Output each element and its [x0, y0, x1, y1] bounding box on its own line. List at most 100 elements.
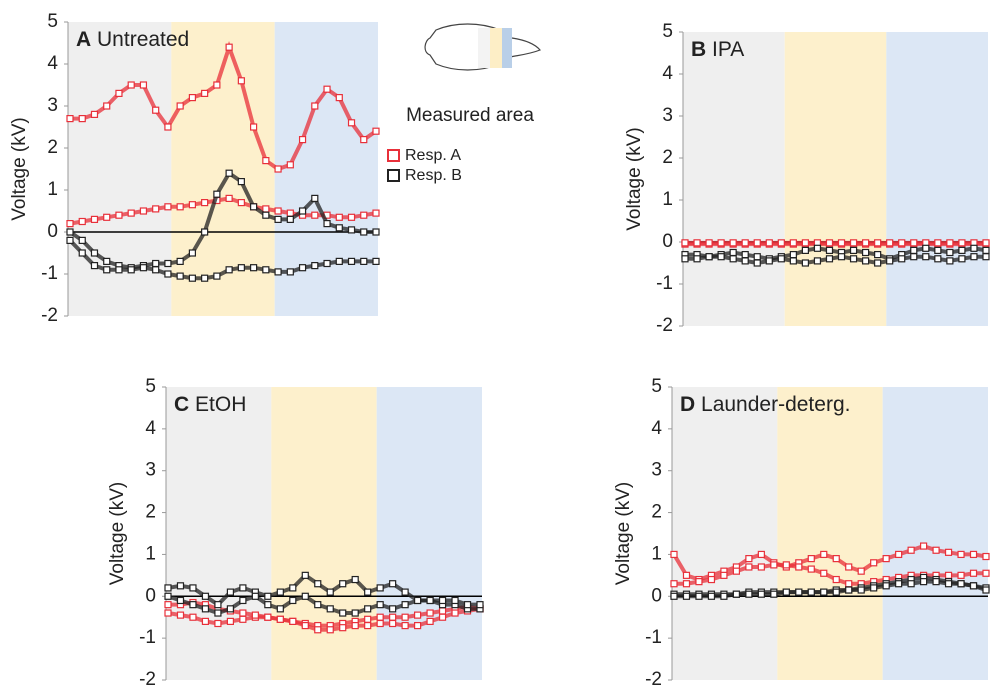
- marker: [389, 613, 397, 621]
- marker: [910, 246, 918, 254]
- marker: [314, 580, 322, 588]
- marker: [910, 239, 918, 247]
- marker: [795, 588, 803, 596]
- marker: [239, 596, 247, 605]
- marker: [946, 239, 954, 247]
- y-tick-label: -1: [656, 273, 673, 294]
- y-tick-label: 0: [662, 231, 673, 252]
- marker: [982, 586, 990, 594]
- marker: [857, 567, 865, 575]
- y-axis-label: Voltage (kV): [613, 482, 634, 586]
- marker: [152, 259, 160, 268]
- marker: [164, 592, 172, 600]
- marker: [201, 228, 209, 236]
- marker: [376, 613, 384, 621]
- marker: [78, 249, 86, 257]
- marker: [214, 601, 222, 609]
- marker: [262, 211, 270, 219]
- marker: [264, 592, 272, 600]
- marker: [201, 89, 209, 98]
- marker: [372, 127, 380, 135]
- marker: [813, 244, 822, 252]
- marker: [807, 565, 815, 573]
- marker: [438, 613, 447, 621]
- marker: [264, 613, 272, 621]
- marker: [376, 584, 384, 592]
- marker: [957, 550, 965, 559]
- marker: [389, 605, 397, 613]
- marker: [845, 586, 853, 594]
- marker: [451, 609, 459, 617]
- marker: [681, 239, 689, 247]
- marker: [463, 601, 472, 609]
- marker: [298, 136, 307, 144]
- marker: [801, 246, 810, 254]
- legend-label: Resp. B: [405, 167, 462, 184]
- legend-swatch: [387, 149, 400, 162]
- marker: [717, 239, 725, 247]
- marker: [958, 239, 966, 247]
- marker: [401, 601, 409, 609]
- marker: [276, 588, 284, 596]
- marker: [707, 592, 716, 600]
- marker: [164, 259, 172, 268]
- marker: [944, 548, 953, 556]
- marker: [176, 611, 185, 619]
- marker: [335, 213, 343, 221]
- marker: [201, 274, 209, 282]
- marker: [360, 136, 368, 144]
- marker: [301, 621, 309, 630]
- marker: [66, 228, 74, 236]
- marker: [732, 567, 741, 575]
- zone-gray: [166, 387, 272, 680]
- marker: [861, 239, 870, 247]
- marker: [115, 89, 123, 98]
- marker: [898, 239, 906, 247]
- marker: [152, 266, 160, 274]
- marker: [139, 264, 148, 272]
- y-tick-label: 3: [662, 105, 673, 126]
- panel-name: Launder-deterg.: [701, 393, 850, 416]
- marker: [139, 207, 148, 215]
- marker: [414, 596, 422, 605]
- marker: [364, 605, 372, 613]
- marker: [276, 605, 284, 613]
- marker: [969, 550, 978, 559]
- marker: [237, 264, 245, 272]
- marker: [189, 584, 197, 592]
- marker: [372, 228, 380, 236]
- marker: [274, 207, 282, 215]
- marker: [376, 601, 384, 609]
- marker: [347, 213, 356, 221]
- marker: [741, 251, 749, 259]
- marker: [934, 246, 942, 254]
- marker: [286, 209, 294, 217]
- marker: [188, 93, 196, 102]
- marker: [922, 244, 930, 252]
- marker: [301, 592, 309, 600]
- marker: [214, 609, 222, 617]
- marker: [372, 209, 380, 217]
- marker: [745, 590, 753, 598]
- marker: [753, 259, 761, 267]
- panel-title: A Untreated: [76, 28, 189, 51]
- y-tick-label: 5: [651, 376, 662, 397]
- marker: [982, 569, 990, 577]
- marker: [188, 249, 196, 257]
- legend-label: Resp. A: [405, 147, 461, 164]
- marker: [115, 211, 123, 219]
- marker: [813, 257, 822, 265]
- zone-yellow: [490, 28, 502, 68]
- marker: [782, 588, 790, 596]
- marker: [250, 123, 258, 131]
- marker: [907, 580, 915, 588]
- marker: [934, 255, 942, 263]
- marker: [314, 601, 322, 609]
- marker: [401, 613, 409, 621]
- marker: [237, 178, 245, 186]
- marker: [682, 592, 691, 600]
- marker: [213, 272, 221, 280]
- marker: [115, 266, 123, 274]
- marker: [78, 114, 86, 123]
